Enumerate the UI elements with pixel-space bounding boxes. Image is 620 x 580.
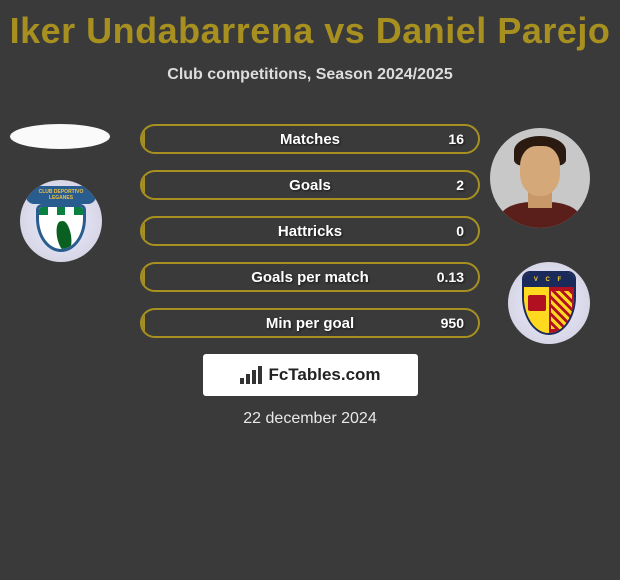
stat-label: Hattricks xyxy=(278,223,342,240)
stat-label: Goals xyxy=(289,177,331,194)
villarreal-shield: V C F xyxy=(522,271,576,335)
stat-row-goals: Goals 2 xyxy=(140,170,480,200)
stat-row-hattricks: Hattricks 0 xyxy=(140,216,480,246)
stat-row-min-per-goal: Min per goal 950 xyxy=(140,308,480,338)
bar-chart-icon xyxy=(240,366,262,384)
stat-label: Min per goal xyxy=(266,315,354,332)
stat-fill xyxy=(142,126,145,152)
stat-fill xyxy=(142,172,145,198)
player-right-avatar xyxy=(490,128,590,228)
stat-right-value: 2 xyxy=(456,177,464,193)
subtitle: Club competitions, Season 2024/2025 xyxy=(0,66,620,84)
stats-container: Matches 16 Goals 2 Hattricks 0 Goals per… xyxy=(140,124,480,354)
stat-label: Goals per match xyxy=(251,269,369,286)
stat-fill xyxy=(142,218,145,244)
club-left-badge: CLUB DEPORTIVOLEGANES xyxy=(20,180,102,262)
player-left-avatar-placeholder xyxy=(10,124,110,149)
comparison-title: Iker Undabarrena vs Daniel Parejo xyxy=(0,0,620,52)
stat-label: Matches xyxy=(280,131,340,148)
stat-fill xyxy=(142,264,145,290)
date-text: 22 december 2024 xyxy=(0,410,620,428)
stat-right-value: 950 xyxy=(441,315,464,331)
fctables-logo: FcTables.com xyxy=(203,354,418,396)
stat-right-value: 0.13 xyxy=(437,269,464,285)
club-right-badge: V C F xyxy=(508,262,590,344)
stat-right-value: 16 xyxy=(448,131,464,147)
leganes-shield xyxy=(36,204,86,252)
stat-right-value: 0 xyxy=(456,223,464,239)
leganes-banner: CLUB DEPORTIVOLEGANES xyxy=(26,186,96,204)
stat-row-matches: Matches 16 xyxy=(140,124,480,154)
stat-fill xyxy=(142,310,145,336)
logo-text: FcTables.com xyxy=(268,365,380,385)
stat-row-goals-per-match: Goals per match 0.13 xyxy=(140,262,480,292)
